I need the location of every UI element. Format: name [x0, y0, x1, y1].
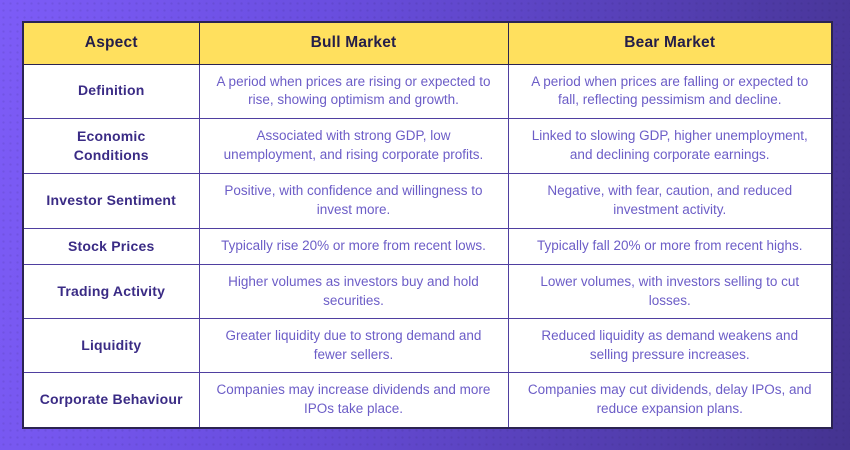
aspect-cell: Trading Activity [22, 263, 200, 320]
table-row: Corporate Behaviour Companies may increas… [22, 372, 833, 429]
header-row: Aspect Bull Market Bear Market [22, 21, 833, 65]
table-row: Liquidity Greater liquidity due to strong… [22, 318, 833, 374]
table-row: Economic Conditions Associated with stron… [22, 117, 833, 175]
table-body: Definition A period when prices are risin… [22, 63, 833, 429]
bear-cell: Lower volumes, with investors selling to… [507, 263, 833, 320]
aspect-cell: Liquidity [22, 318, 200, 374]
aspect-cell: Economic Conditions [22, 117, 200, 175]
header-aspect: Aspect [22, 21, 200, 65]
bear-cell: A period when prices are falling or expe… [507, 63, 833, 119]
table-row: Trading Activity Higher volumes as invest… [22, 263, 833, 320]
aspect-cell: Definition [22, 63, 200, 119]
table-row: Investor Sentiment Positive, with confide… [22, 173, 833, 229]
bull-cell: Companies may increase dividends and mor… [198, 372, 509, 429]
header-bear-market: Bear Market [507, 21, 833, 65]
bull-cell: A period when prices are rising or expec… [198, 63, 509, 119]
bear-cell: Negative, with fear, caution, and reduce… [507, 173, 833, 229]
bull-cell: Typically rise 20% or more from recent l… [198, 227, 509, 265]
header-bull-market: Bull Market [198, 21, 509, 65]
bull-cell: Associated with strong GDP, low unemploy… [198, 117, 509, 175]
bull-cell: Positive, with confidence and willingnes… [198, 173, 509, 229]
table-header: Aspect Bull Market Bear Market [22, 21, 833, 65]
table-row: Definition A period when prices are risin… [22, 63, 833, 119]
bear-cell: Companies may cut dividends, delay IPOs,… [507, 372, 833, 429]
table-row: Stock Prices Typically rise 20% or more f… [22, 227, 833, 265]
bear-cell: Linked to slowing GDP, higher unemployme… [507, 117, 833, 175]
aspect-cell: Investor Sentiment [22, 173, 200, 229]
aspect-cell: Corporate Behaviour [22, 372, 200, 429]
bull-cell: Greater liquidity due to strong demand a… [198, 318, 509, 374]
comparison-table: Aspect Bull Market Bear Market Definitio… [22, 21, 833, 429]
aspect-cell: Stock Prices [22, 227, 200, 265]
bear-cell: Reduced liquidity as demand weakens and … [507, 318, 833, 374]
bear-cell: Typically fall 20% or more from recent h… [507, 227, 833, 265]
bull-cell: Higher volumes as investors buy and hold… [198, 263, 509, 320]
